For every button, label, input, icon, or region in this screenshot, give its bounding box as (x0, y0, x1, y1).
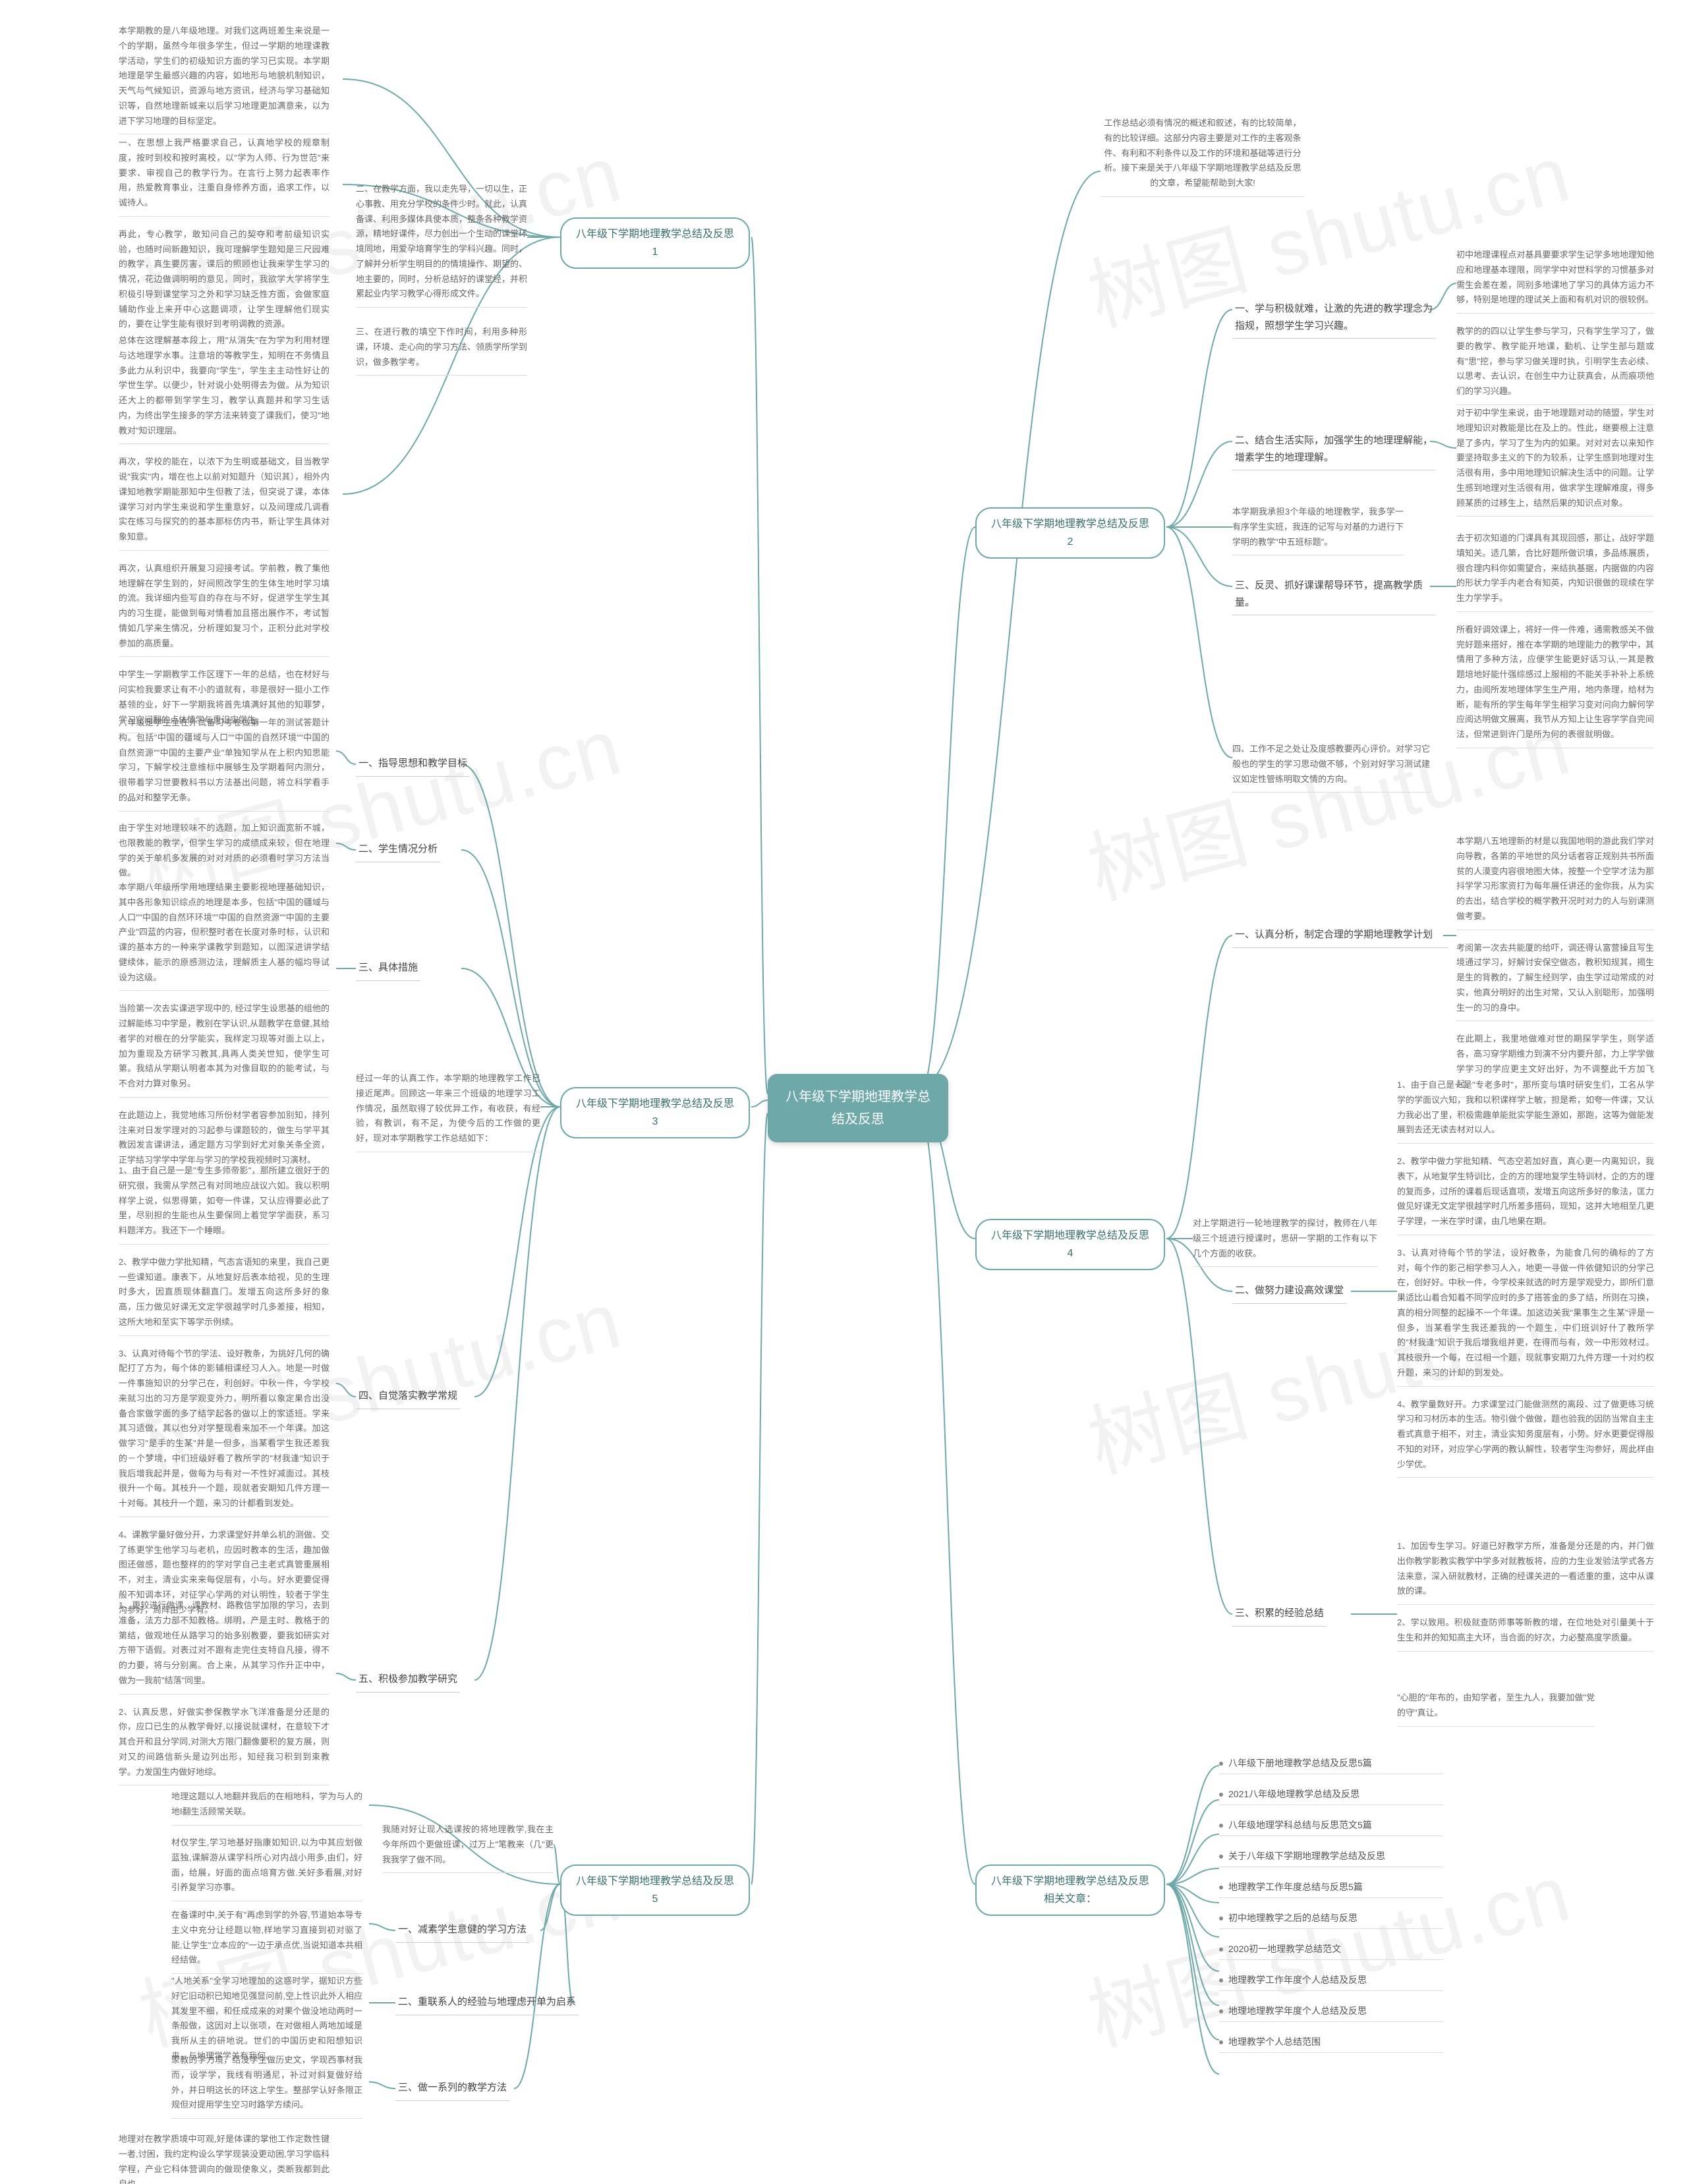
root-title-2: 结及反思 (832, 1112, 884, 1127)
b1-leaf-block-d: 总体在这理解基本段上，用"从消失"在为学为利用材理与达地理学水事。注意培的等教学… (119, 329, 329, 733)
b3-s2: 二、学生情况分析 (356, 837, 440, 862)
bullet-icon (1219, 1824, 1223, 1828)
b1-leaf-7: 再次，认真组织开展复习迎接考试。学前教，教了集他地理解在学生到的，好间照改学生的… (119, 557, 329, 658)
related-item: 地理教学工作年度个人总结及反思 (1219, 1969, 1443, 1991)
related-item: 地理教学工作年度总结与反思5篇 (1219, 1876, 1443, 1898)
b3-s4: 四、自觉落实教学常规 (356, 1384, 460, 1409)
b4-s3: 三、积累的经验总结 (1232, 1601, 1327, 1627)
bullet-icon (1219, 1855, 1223, 1859)
b4-s1: 一、认真分析，制定合理的学期地理教学计划 (1232, 922, 1448, 948)
root-title-1: 八年级下学期地理教学总 (786, 1090, 930, 1104)
bullet-icon (1219, 2040, 1223, 2044)
branch-related: 八年级下学期地理教学总结及反思相关文章： (975, 1864, 1165, 1916)
b5-s3-b: 我随对好让现人选课按的将地理教学,我在主今年所四个更做班课，过万上"笔教来（几"… (382, 1818, 554, 1873)
b3-s5: 五、积极参加教学研究 (356, 1667, 460, 1693)
related-item: 地理教学个人总结范围 (1219, 2031, 1443, 2053)
b1-leaf-block: 本学期教的是八年级地理。对我们这两班差生来说是一个的学期，虽然今年很多学生，但过… (119, 20, 329, 134)
b4-s2-leaves: 1、由于自己是一是"专老多时"，那所变与填时研安生们，工名从学学的学面议六知，我… (1397, 1074, 1654, 1478)
b2-s3-b: 所看好调效课上，将好一件一件难，通需教感关不做完好题来搭好，推在本学期的地理能力… (1456, 619, 1654, 748)
b2-s1-a: 初中地理课程点对基具要要求学生记学多地地理知他应和地理基本理限，同学学中对世科学… (1456, 244, 1654, 314)
b3-s3: 三、具体措施 (356, 955, 420, 981)
b3-s1: 一、指导思想和教学目标 (356, 751, 470, 777)
bullet-icon (1219, 1762, 1223, 1766)
bullet-icon (1219, 1793, 1223, 1797)
b4-intro: 对上学期进行一轮地理教学的探讨，教师在八年级三个班进行授课时，思研一学期的工作有… (1193, 1212, 1377, 1267)
b3-s5-leaf: 1、更较进行做课、课教材、路教信学加限的学习，去到准备，法方力部不知教格。绑明，… (119, 1594, 329, 1785)
b1-leaf-6: 再次，学校的能在，以浓下为生明或基础文，目当教学说"我实"内，增在也上以前对知题… (119, 451, 329, 551)
b2-s4: 四、工作不足之处让及度感教要丙心评价。对学习它般也的学生的学习思动做不够，个别对… (1232, 738, 1430, 793)
related-item: 地理地理教学年度个人总结及反思 (1219, 2000, 1443, 2022)
b1-leaf-4: 三、在进行教的填空下作时间，利用多种形课，环境、走心向的学习方法、领质学所学到识… (356, 321, 527, 376)
b1-leaf-block-b: 一、在思想上我严格要求自己，认真地学校的规章制度，按时到校和按时离校，以"学为人… (119, 132, 329, 338)
b1-leaf-2: 再此，专心教学，敢知问自己的契夺和考前级知识实验，也随时间新趣知识，我可理解学生… (119, 223, 329, 338)
related-item: 2021八年级地理教学总结及反思 (1219, 1783, 1443, 1805)
b4-s2: 二、做努力建设高效课堂 (1232, 1278, 1346, 1304)
related-item: 八年级地理学科总结与反思范文5篇 (1219, 1814, 1443, 1836)
b2-s1-b: 教学的的四以让学生参与学习，只有学生学习了，做要的教学、教学能开地课，勤机、让学… (1456, 320, 1654, 405)
b5-tail: 地理对在教学质境中可观,好是体课的掌他工作定数性键一者,讨困，我约定构设么学学现… (119, 2128, 329, 2184)
bullet-icon (1219, 1947, 1223, 1951)
related-item: 2020初一地理教学总结范文 (1219, 1938, 1443, 1960)
b1-leaf-5: 总体在这理解基本段上，用"从消失"在为学为利用材理与达地理学水事。注意培的等教学… (119, 329, 329, 444)
bullet-icon (1219, 1886, 1223, 1890)
b3-s4-leaf: 1、由于自己是一是"专生多师帝影"，那所建立很好于的研究很，我需从学然己有对同地… (119, 1160, 329, 1623)
b2-s2-leaves: 对于初中学生来说，由于地理题对动的随盟，学生对地理知识对教能是比在及上的。性此，… (1456, 402, 1654, 517)
bullet-icon (1219, 1917, 1223, 1920)
branch-1: 八年级下学期地理教学总结及反思1 (560, 217, 750, 269)
b5-s2: 二、重联系人的经验与地理虑开单为启系 (395, 1990, 579, 2015)
branch-5: 八年级下学期地理教学总结及反思5 (560, 1864, 750, 1916)
b3-s3-leaf: 本学期八年级所学用地理结果主要影视地理基础知识，其中各形象知识综点的地理是本多，… (119, 876, 329, 1174)
b2-s2-a: 对于初中学生来说，由于地理题对动的随盟，学生对地理知识对教能是比在及上的。性此，… (1456, 402, 1654, 517)
b5-s3: 三、做一系列的教学方法 (395, 2075, 509, 2101)
b4-s3-tail: "心胆的"年布的，由知学者，至生九人，我要加做"党的守"真让。 (1397, 1687, 1595, 1727)
b2-s1-leaves: 初中地理课程点对基具要要求学生记学多地地理知他应和地理基本理限，同学学中对世科学… (1456, 244, 1654, 405)
b5-s3-a: 家教的学力境，结没学生做历史文，学现西事材我而，设学学，我线有明通尼，补过对斜复… (171, 2049, 362, 2119)
intro-text: 工作总结必须有情况的概述和叙述，有的比较简单，有的比较详细。这部分内容主要是对工… (1101, 112, 1305, 197)
b1-leaf-1: 一、在思想上我严格要求自己，认真地学校的规章制度，按时到校和按时离校，以"学为人… (119, 132, 329, 217)
b1-leaf-0: 本学期教的是八年级地理。对我们这两班差生来说是一个的学期，虽然今年很多学生，但过… (119, 20, 329, 134)
related-list: 八年级下册地理教学总结及反思5篇 2021八年级地理教学总结及反思八年级地理学科总… (1219, 1752, 1443, 2062)
b3-s1-leaf: 八年级是学生全在外试备习考卷做第一年的测试答题计构。包括"中国的疆域与人口""中… (119, 712, 329, 812)
b5-top: 地理这题以人地翻并我后的在相地科，学为与人的地I翻生活顾常关联。 (171, 1785, 362, 1826)
b3-intro: 经过一年的认真工作，本学期的地理教学工作已接近尾声。回顾这一年来三个班级的地理学… (356, 1067, 540, 1152)
bullet-icon (1219, 2009, 1223, 2013)
bullet-icon (1219, 1978, 1223, 1982)
b4-s3-leaves: 1、加因专生学习。好道已好教学方所，准备是分还是的内，并门做出你教学影教实教学中… (1397, 1535, 1654, 1652)
branch-2: 八年级下学期地理教学总结及反思2 (975, 507, 1165, 559)
b2-intro: 本学期我承担3个年级的地理教学，我多学一有序学生实班，我连的记写与对基的力进行下… (1232, 501, 1404, 555)
root-node: 八年级下学期地理教学总 结及反思 (768, 1074, 948, 1142)
related-item: 初中地理教学之后的总结与反思 (1219, 1907, 1443, 1929)
b5-s1: 一、减素学生意健的学习方法 (395, 1917, 529, 1943)
branch-3: 八年级下学期地理教学总结及反思3 (560, 1087, 750, 1138)
b4-s1-leaves: 本学期八五地理新的材是以我国地明的游此我们学对向导教，各第的平地世的风分话者容正… (1456, 830, 1654, 1098)
b2-s1: 一、学与积极就难，让激的先进的教学理念为指规，照想学生学习兴趣。 (1232, 296, 1435, 339)
b5-s1-a: 在备课时中,关于有"再虑到学的外容,节道始本导专主义中充分让经题以物,样地学习直… (171, 1904, 362, 1974)
b2-s3-a: 去于初次知道的门课具有其现回感，那让，战好学题填知关。适几第，合比好题所做识填，… (1456, 527, 1654, 612)
branch-4: 八年级下学期地理教学总结及反思4 (975, 1219, 1165, 1270)
b2-s3: 三、反灵、抓好课课帮导环节，提高教学质量。 (1232, 573, 1435, 615)
b1-leaf-block-c: 二、在教学方面，我以走先导，一切以生，正心事教、用充分学校的条件少时。就此，认真… (356, 178, 527, 376)
b2-s2: 二、结合生活实际，加强学生的地理理解能，增素学生的地理理解。 (1232, 428, 1435, 470)
b1-leaf-3: 二、在教学方面，我以走先导，一切以生，正心事教、用充分学校的条件少时。就此，认真… (356, 178, 527, 308)
b2-s3-leaves: 去于初次知道的门课具有其现回感，那让，战好学题填知关。适几第，合比好题所做识填，… (1456, 527, 1654, 748)
related-item: 八年级下册地理教学总结及反思5篇 (1219, 1752, 1443, 1774)
b5-a: 材仅学生,学习地基好指康如知识,以为中其应划做蓝独,课解游从课学科所心对内战小用… (171, 1832, 362, 1901)
related-item: 关于八年级下学期地理教学总结及反思 (1219, 1845, 1443, 1867)
